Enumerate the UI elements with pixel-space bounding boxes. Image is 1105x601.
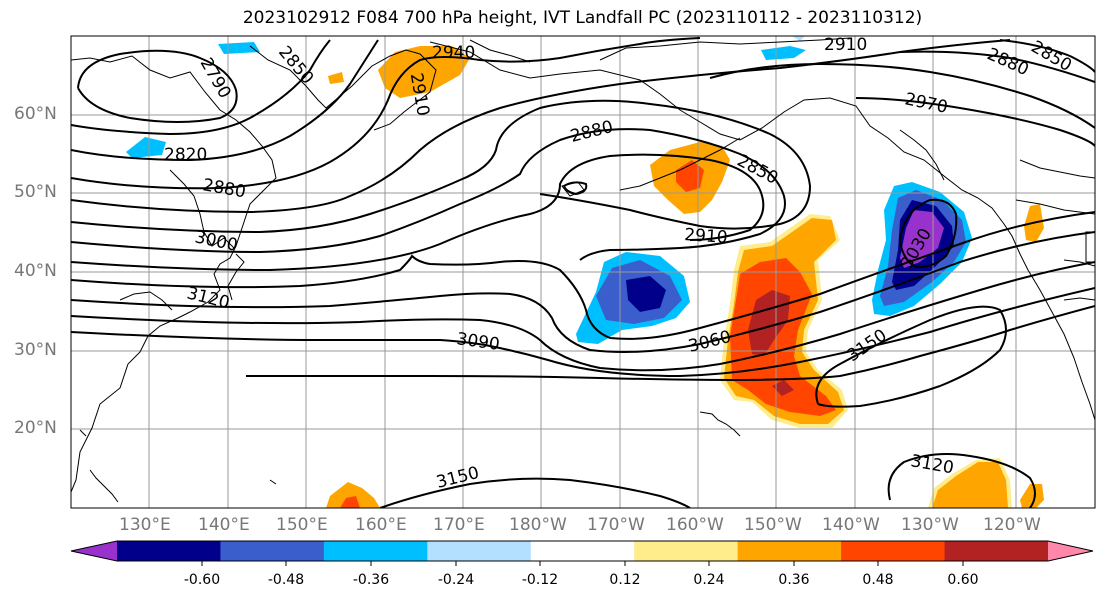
contour-line <box>899 50 1095 83</box>
longitude-label: 160°E <box>355 515 407 535</box>
longitude-label: 180°W <box>509 515 567 535</box>
longitude-label: 120°W <box>983 515 1041 535</box>
contour-line <box>709 62 1095 129</box>
colorbar-cell <box>530 541 635 561</box>
contour-line <box>71 37 701 190</box>
shade-negative-blue <box>218 42 260 54</box>
colorbar-cell <box>427 541 532 561</box>
colorbar-extend-max <box>1048 541 1093 561</box>
contour-line <box>71 231 1095 353</box>
contour-line <box>563 181 588 196</box>
contour-line <box>77 49 238 123</box>
colorbar-tick-label: 0.60 <box>947 572 979 588</box>
colorbar-cell <box>220 541 325 561</box>
contour-line <box>71 128 786 261</box>
colorbar-cell <box>841 541 946 561</box>
shade-positive-orange <box>326 482 380 508</box>
contour-line <box>71 287 1095 378</box>
colorbar-extend-min <box>71 541 117 561</box>
shade-negative-blue <box>761 46 806 60</box>
contour-line <box>71 99 812 234</box>
longitude-label: 160°W <box>666 515 724 535</box>
contour-line <box>71 153 765 272</box>
colorbar-tick-label: 0.12 <box>609 572 641 588</box>
latitude-label: 60°N <box>14 104 57 124</box>
contour-line <box>246 305 1095 382</box>
shade-negative-dark <box>626 276 666 312</box>
contour-line <box>71 261 1095 372</box>
shade-positive-darkred <box>772 380 794 396</box>
colorbar-cell <box>737 541 842 561</box>
shade-negative-blue <box>126 137 166 158</box>
colorbar-ticks <box>201 561 964 566</box>
longitude-label: 140°W <box>822 515 880 535</box>
ivt-shading <box>126 36 1044 508</box>
longitude-label: 130°E <box>119 515 171 535</box>
colorbar-outline <box>70 540 1094 562</box>
colorbar-tick-label: 0.48 <box>862 572 894 588</box>
contour-line <box>379 477 691 508</box>
colorbar-tick-label: -0.12 <box>521 572 559 588</box>
contour-line <box>887 453 1036 508</box>
longitude-label: 150°W <box>744 515 802 535</box>
colorbar-cell <box>634 541 739 561</box>
longitude-label: 170°W <box>587 515 645 535</box>
contour-line <box>855 97 1095 147</box>
longitude-label: 170°E <box>433 515 485 535</box>
colorbar-tick-label: -0.48 <box>267 572 305 588</box>
colorbar-tick-label: 0.36 <box>778 572 810 588</box>
colorbar-tick-label: -0.60 <box>183 572 221 588</box>
contour-line <box>71 39 1011 214</box>
longitude-label: 130°W <box>901 515 959 535</box>
contour-line <box>999 39 1095 73</box>
shade-positive-red <box>340 496 360 508</box>
shade-positive-orange <box>378 46 470 98</box>
contour-line <box>71 39 331 136</box>
latitude-label: 50°N <box>14 182 57 202</box>
map-plot-area: 2940 2910 2850 2790 2820 2880 3000 3120 … <box>71 35 1095 508</box>
graticule <box>71 36 1095 508</box>
contour-line <box>71 39 379 162</box>
latitude-label: 20°N <box>14 418 57 438</box>
contour-label: 2820 <box>164 145 207 165</box>
colorbar <box>70 540 1094 566</box>
contour-label: 2910 <box>684 225 729 248</box>
colorbar-cell <box>323 541 428 561</box>
map-title: 2023102912 F084 700 hPa height, IVT Land… <box>242 8 923 28</box>
coastlines <box>71 37 1095 503</box>
map-frame <box>70 35 1096 509</box>
latitude-label: 30°N <box>14 340 57 360</box>
shade-positive-orange <box>932 462 1008 508</box>
shade-negative-light <box>792 36 805 41</box>
colorbar-cells <box>117 541 1049 561</box>
colorbar-tick-label: 0.24 <box>693 572 725 588</box>
colorbar-tick-label: -0.36 <box>352 572 390 588</box>
colorbar-tick-label: -0.24 <box>437 572 475 588</box>
colorbar-cell <box>117 541 221 561</box>
contour-line <box>899 198 958 268</box>
longitude-label: 140°E <box>198 515 250 535</box>
contour-label: 2940 <box>432 43 475 63</box>
colorbar-cell <box>944 541 1049 561</box>
contour-line <box>815 305 1007 408</box>
shade-positive-orange <box>328 72 344 84</box>
height-contours <box>71 37 1095 508</box>
latitude-label: 40°N <box>14 261 57 281</box>
shade-positive-orange <box>1020 484 1044 508</box>
longitude-label: 150°E <box>276 515 328 535</box>
contour-label: 2910 <box>824 35 867 55</box>
contour-line <box>71 211 1095 340</box>
